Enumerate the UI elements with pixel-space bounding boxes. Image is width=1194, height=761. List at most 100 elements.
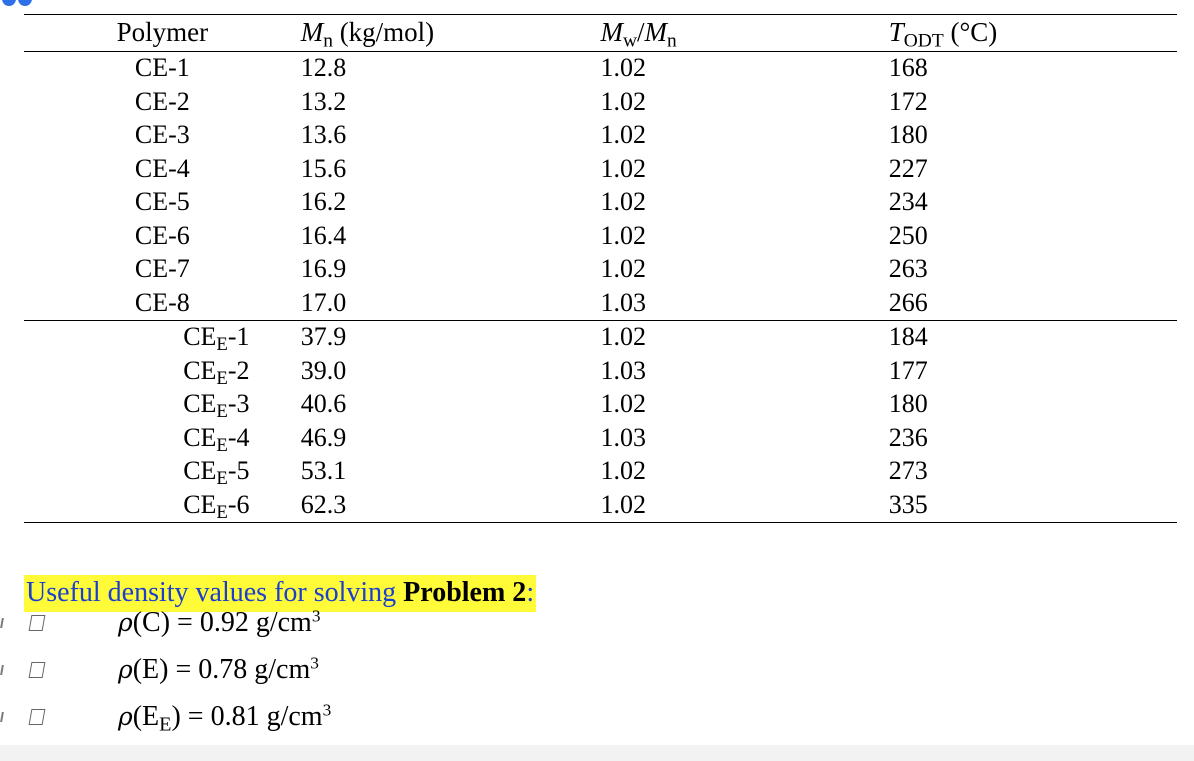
checkbox-icon [28, 709, 46, 725]
close-paren: ) [160, 607, 171, 638]
mn-cell: 37.9 [300, 320, 601, 355]
mn-cell: 46.9 [300, 422, 347, 452]
polymer-base: CE [183, 456, 217, 486]
todt-cell: 263 [888, 254, 928, 284]
checkbox-icon [28, 615, 46, 631]
table-row: CE-5 16.2 1.02 234 [24, 186, 1177, 220]
density-note-colon: : [526, 577, 535, 608]
density-exponent: 3 [310, 653, 319, 673]
polymer-subscript: E [216, 502, 228, 524]
todt-cell: 234 [888, 187, 928, 217]
density-item: ρ(EE) = 0.81 g/cm3 [0, 700, 600, 749]
problem-reference: Problem 2 [403, 577, 527, 608]
header-polymer-label: Polymer [116, 17, 209, 48]
table-row: CE-7 16.9 1.02 263 [24, 253, 1177, 287]
header-mn-subscript: n [323, 30, 333, 52]
species-label: E [142, 654, 160, 685]
polymer-suffix: -3 [168, 120, 190, 150]
margin-mark-icon [0, 712, 4, 722]
rho-symbol: ρ [118, 702, 133, 731]
polymer-suffix: -8 [168, 287, 190, 317]
polymer-suffix: -2 [227, 355, 250, 385]
polymer-suffix: -7 [168, 254, 190, 284]
polymer-cell: CEE-6 [24, 488, 301, 524]
polymer-base: CE [134, 53, 169, 83]
mn-cell: 16.2 [300, 187, 347, 217]
polymer-cell: CE-3 [24, 119, 301, 153]
todt-cell: 236 [888, 422, 928, 452]
header-todt-units: (°C) [943, 17, 998, 48]
polymer-suffix: -2 [168, 86, 190, 116]
species-label: E [142, 701, 160, 732]
page-bottom-edge [0, 745, 1194, 761]
polymer-cell: CEE-5 [24, 455, 301, 488]
open-paren: ( [132, 607, 143, 638]
header-todt: TODT (°C) [889, 15, 1177, 52]
density-item: ρ(C) = 0.92 g/cm3 [0, 607, 600, 655]
todt-cell: 227 [888, 153, 928, 183]
mn-cell: 39.0 [300, 355, 347, 385]
table-row: CE-2 13.2 1.02 172 [24, 86, 1177, 120]
polymer-suffix: -5 [227, 456, 250, 486]
header-mn: Mn (kg/mol) [301, 15, 601, 52]
todt-cell: 177 [888, 355, 928, 385]
density-exponent: 3 [322, 700, 332, 720]
dispersity-cell: 1.02 [600, 389, 646, 419]
todt-cell: 335 [888, 488, 1177, 523]
header-polymer: Polymer [24, 15, 301, 52]
dispersity-cell: 1.03 [600, 422, 646, 452]
todt-cell: 180 [888, 120, 928, 150]
polymer-cell: CE-2 [24, 86, 301, 120]
table-row: CEE-4 46.9 1.03 236 [24, 422, 1177, 457]
table-header-row: Polymer Mn (kg/mol) Mw/Mn TODT (°C) [24, 14, 1177, 52]
dispersity-cell: 1.02 [600, 120, 646, 150]
header-mn-subscript-denominator: n [667, 30, 677, 52]
polymer-suffix: -1 [227, 322, 250, 352]
header-mn-units: (kg/mol) [332, 17, 435, 48]
todt-cell: 250 [888, 220, 928, 250]
dispersity-cell: 1.02 [600, 456, 646, 486]
dispersity-cell: 1.03 [600, 355, 646, 385]
polymer-suffix: -6 [227, 489, 250, 519]
header-mw-subscript: w [622, 30, 638, 52]
density-note-highlight: Useful density values for solving Proble… [24, 575, 537, 612]
polymer-base: CE [134, 86, 169, 116]
polymer-subscript: E [216, 435, 228, 457]
top-left-accent [0, 0, 40, 10]
polymer-cell: CE-5 [24, 186, 301, 220]
species-subscript: E [159, 713, 172, 736]
table-row: CEE-1 37.9 1.02 184 [24, 320, 1177, 355]
open-paren: ( [132, 654, 143, 685]
table-row: CE-4 15.6 1.02 227 [24, 153, 1177, 187]
header-dispersity: Mw/Mn [600, 15, 888, 52]
polymer-base: CE [134, 153, 169, 183]
polymer-suffix: -3 [227, 389, 250, 419]
mn-cell: 17.0 [300, 287, 347, 317]
mn-cell: 40.6 [300, 389, 347, 419]
todt-cell: 273 [888, 456, 928, 486]
dispersity-cell: 1.02 [600, 53, 646, 83]
polymer-cell: CE-4 [24, 153, 301, 187]
table-row: CEE-6 62.3 1.02 335 [24, 488, 1177, 524]
polymer-cell: CE-6 [24, 220, 301, 254]
polymer-suffix: -6 [168, 220, 190, 250]
density-note: Useful density values for solving Proble… [24, 575, 924, 612]
rho-symbol: ρ [118, 655, 133, 684]
density-value: = 0.92 g/cm [170, 607, 312, 638]
polymer-base: CE [183, 355, 217, 385]
polymer-suffix: -1 [168, 53, 190, 83]
table-row: CE-1 12.8 1.02 168 [24, 52, 1177, 86]
density-item: ρ(E) = 0.78 g/cm3 [0, 653, 600, 702]
table-row: CEE-5 53.1 1.02 273 [24, 455, 1177, 488]
density-list: ρ(C) = 0.92 g/cm3 ρ(E) = 0.78 g/cm3 ρ(EE… [0, 607, 600, 749]
polymer-cell: CEE-4 [24, 422, 301, 457]
species-label: C [142, 607, 161, 638]
rho-symbol: ρ [118, 608, 133, 637]
dispersity-cell: 1.03 [600, 287, 646, 317]
polymer-table-container: Polymer Mn (kg/mol) Mw/Mn TODT (°C) CE-1 [24, 14, 1177, 523]
density-value: = 0.81 g/cm [180, 701, 323, 732]
todt-cell: 180 [888, 389, 928, 419]
polymer-cell: CE-1 [24, 52, 301, 86]
header-todt-symbol: T [888, 17, 904, 48]
mn-cell: 53.1 [300, 456, 347, 486]
